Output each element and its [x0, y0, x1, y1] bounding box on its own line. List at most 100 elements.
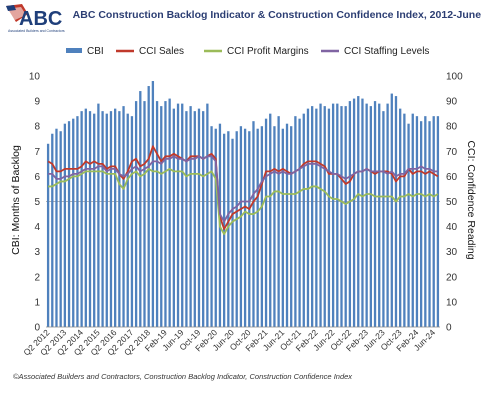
cbi-bar	[264, 118, 268, 327]
y-right-tick-label: 80	[446, 122, 458, 133]
y-right-tick-label: 70	[446, 147, 458, 158]
cbi-bar	[222, 133, 226, 327]
cbi-bar	[235, 131, 238, 327]
legend-label-cci-sales: CCI Sales	[139, 46, 184, 57]
cbi-bar	[243, 128, 247, 327]
y-left-tick-label: 7	[34, 147, 40, 158]
footer-credit: ©Associated Builders and Contractors, Co…	[13, 372, 353, 381]
cbi-bar	[340, 106, 343, 328]
series-line-cci-staffing-levels	[48, 155, 438, 223]
cbi-bar	[436, 116, 440, 327]
y-right-tick-label: 10	[446, 297, 458, 308]
cbi-bar	[193, 111, 196, 327]
legend-label-cci-profit-margins: CCI Profit Margins	[227, 46, 309, 57]
y-right-tick-label: 100	[446, 72, 463, 83]
y-right-tick-label: 90	[446, 97, 458, 108]
cbi-bar	[323, 106, 326, 328]
cbi-bar	[348, 101, 352, 327]
cbi-bar	[130, 116, 134, 327]
cbi-bar	[411, 113, 414, 328]
cbi-bar	[273, 126, 276, 327]
cbi-bar	[369, 106, 372, 328]
cbi-bar	[76, 116, 79, 327]
cbi-bar	[269, 113, 272, 328]
cbi-bar	[126, 113, 129, 328]
y-axis-left-title: CBI: Months of Backlog	[10, 145, 22, 255]
legend: CBI CCI Sales CCI Profit Margins CCI Sta…	[66, 46, 429, 57]
cbi-bar	[298, 118, 301, 327]
cbi-bar	[319, 103, 322, 327]
cbi-bar	[114, 108, 117, 327]
cbi-bar	[155, 101, 159, 327]
cbi-bar	[281, 128, 284, 327]
y-right-tick-label: 0	[446, 323, 452, 334]
cbi-bar	[382, 111, 385, 327]
y-right-tick-label: 60	[446, 172, 458, 183]
cbi-bar	[59, 131, 62, 327]
cbi-bar	[399, 108, 402, 327]
cbi-bar	[407, 123, 410, 327]
series-line-cci-sales	[47, 145, 439, 231]
cbi-bar	[415, 116, 419, 327]
cbi-bar	[239, 126, 243, 327]
cbi-bar	[172, 108, 175, 327]
cbi-bar	[302, 113, 305, 328]
cbi-bar	[290, 126, 293, 327]
cbi-bar	[336, 103, 339, 327]
y-left-tick-label: 8	[34, 122, 40, 133]
y-left-tick-label: 5	[34, 197, 40, 208]
cbi-bar	[134, 101, 138, 327]
series-line-cci-profit-margins	[48, 167, 439, 236]
y-left-tick-label: 3	[34, 247, 40, 258]
cbi-bar	[424, 116, 427, 327]
y-left-tick-label: 2	[34, 272, 40, 283]
cbi-bar	[160, 106, 163, 328]
y-left-tick-label: 6	[34, 172, 40, 183]
cbi-bar	[176, 103, 180, 327]
cbi-bar	[361, 98, 364, 327]
cci-lines	[47, 145, 439, 236]
cbi-bar	[46, 143, 50, 327]
cbi-bar	[386, 103, 389, 327]
cbi-bar	[164, 101, 167, 327]
cbi-bar	[210, 126, 213, 327]
cbi-bar	[93, 113, 96, 328]
cbi-bar	[294, 116, 297, 327]
cbi-bar	[88, 111, 92, 327]
cbi-bar	[357, 96, 360, 327]
cbi-bar	[55, 128, 58, 327]
y-right-tick-label: 40	[446, 222, 458, 233]
cbi-bar	[231, 138, 234, 327]
cbi-bar	[80, 111, 83, 327]
cbi-bar	[227, 131, 230, 327]
cbi-bar	[432, 116, 435, 327]
cbi-bar	[84, 108, 87, 327]
cbi-bar	[394, 96, 398, 327]
cbi-bar	[101, 111, 104, 327]
y-right-tick-label: 50	[446, 197, 458, 208]
cbi-bar	[248, 131, 251, 327]
cbi-bar	[256, 128, 259, 327]
legend-label-cbi: CBI	[87, 46, 104, 57]
cbi-bar	[118, 111, 121, 327]
y-left-tick-label: 4	[34, 222, 40, 233]
cbi-bar	[139, 91, 142, 327]
legend-item-cci-staffing-levels: CCI Staffing Levels	[321, 46, 429, 57]
cbi-bar	[214, 128, 217, 327]
cbi-bars	[46, 81, 440, 328]
cbi-bar	[373, 101, 377, 327]
y-left-tick-label: 9	[34, 97, 40, 108]
cbi-bar	[185, 111, 188, 327]
cbi-bar	[63, 123, 67, 327]
legend-item-cci-sales: CCI Sales	[116, 46, 184, 57]
y-left-tick-label: 0	[34, 323, 40, 334]
cbi-bar	[315, 108, 318, 327]
cbi-bar	[378, 103, 381, 327]
cbi-bar	[306, 108, 310, 327]
logo-tagline: Associated Builders and Contractors	[8, 29, 65, 33]
cbi-bar	[105, 113, 108, 328]
cbi-bar	[260, 126, 264, 327]
y-left-tick-label: 10	[29, 72, 41, 83]
cbi-bar	[143, 101, 146, 327]
